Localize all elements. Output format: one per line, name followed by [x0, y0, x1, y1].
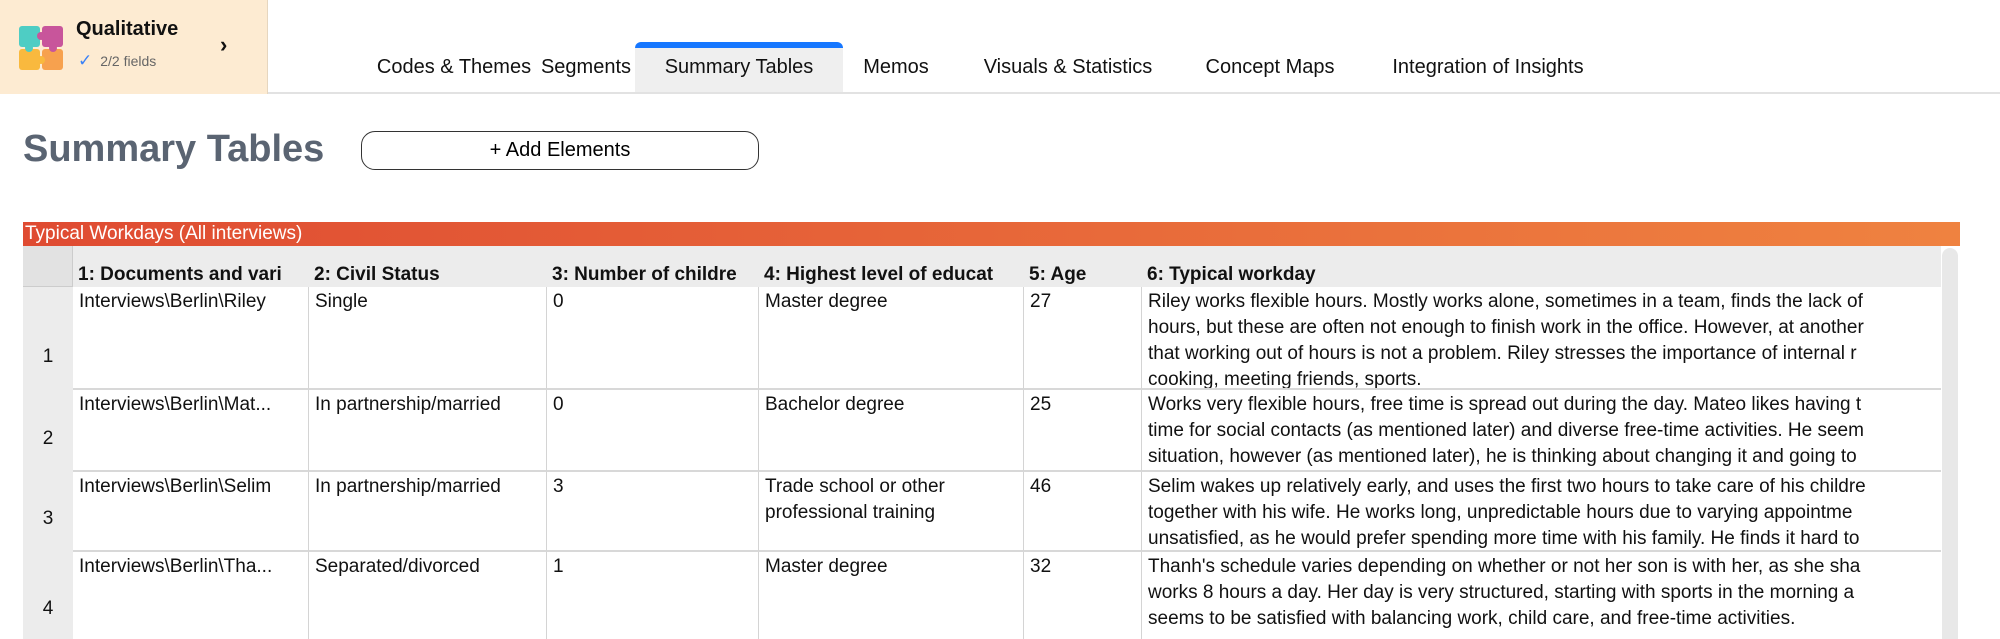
project-panel[interactable]: Qualitative ✓ 2/2 fields › [0, 0, 268, 94]
cell-text-line: Works very flexible hours, free time is … [1148, 394, 1862, 415]
table-cell[interactable]: Interviews\Berlin\Selim [73, 472, 309, 552]
header-age[interactable]: 5: Age [1029, 264, 1087, 285]
tab-summary-tables[interactable]: Summary Tables [635, 42, 843, 92]
cell-text-line: Master degree [765, 556, 888, 577]
header-documents[interactable]: 1: Documents and vari [78, 264, 282, 285]
row-number[interactable]: 3 [42, 508, 54, 529]
row-number[interactable]: 4 [42, 598, 54, 619]
header-education[interactable]: 4: Highest level of educat [764, 264, 994, 285]
table-cell[interactable]: Trade school or other professional traini… [759, 472, 1024, 552]
table-cell[interactable]: Single [309, 287, 547, 390]
cell-text-line: seems to be satisfied with balancing wor… [1148, 608, 1796, 629]
row-number[interactable]: 2 [42, 428, 54, 449]
cell-text-line: hours, but these are often not enough to… [1148, 317, 1864, 338]
header-civil-status[interactable]: 2: Civil Status [314, 264, 440, 285]
cell-text-line: Bachelor degree [765, 394, 905, 415]
row-number[interactable]: 1 [42, 346, 54, 367]
table-title: Typical Workdays (All interviews) [23, 222, 1960, 246]
cell-text-line: 46 [1030, 476, 1052, 497]
table-cell[interactable]: In partnership/married [309, 390, 547, 472]
table-cell[interactable]: Master degree [759, 287, 1024, 390]
cell-text-line: time for social contacts (as mentioned l… [1148, 420, 1864, 441]
cell-text-line: Master degree [765, 291, 888, 312]
cell-text-line: In partnership/married [315, 476, 501, 497]
table-cell[interactable]: Riley works flexible hours. Mostly works… [1142, 287, 1941, 390]
cell-text-line: 0 [553, 291, 564, 312]
cell-text-line: cooking, meeting friends, sports. [1148, 369, 1422, 390]
cell-text-line: In partnership/married [315, 394, 501, 415]
tab-segments[interactable]: Segments [540, 56, 632, 78]
table-cell[interactable]: Interviews\Berlin\Mat... [73, 390, 309, 472]
project-title: Qualitative [76, 18, 179, 40]
cell-text-line: Riley works flexible hours. Mostly works… [1148, 291, 1863, 312]
table-cell[interactable]: Bachelor degree [759, 390, 1024, 472]
cell-text-line: Selim wakes up relatively early, and use… [1148, 476, 1866, 497]
table-cell[interactable]: 3 [547, 472, 759, 552]
cell-text-line: Interviews\Berlin\Riley [79, 291, 266, 312]
tab-concept-maps[interactable]: Concept Maps [1205, 56, 1335, 78]
table-cell[interactable]: Works very flexible hours, free time is … [1142, 390, 1941, 472]
cell-text-line: professional training [765, 502, 936, 523]
puzzle-logo-icon [19, 26, 63, 70]
table-cell[interactable]: 46 [1024, 472, 1142, 552]
cell-text-line: 0 [553, 394, 564, 415]
tab-memos[interactable]: Memos [863, 56, 929, 78]
cell-text-line: Interviews\Berlin\Selim [79, 476, 272, 497]
vertical-scrollbar[interactable] [1942, 248, 1958, 639]
cell-text-line: 1 [553, 556, 564, 577]
cell-text-line: 27 [1030, 291, 1052, 312]
header-typical-workday[interactable]: 6: Typical workday [1147, 264, 1316, 285]
cell-text-line: together with his wife. He works long, u… [1148, 502, 1853, 523]
chevron-right-icon[interactable]: › [220, 32, 228, 57]
table-cell[interactable]: Thanh's schedule varies depending on whe… [1142, 552, 1941, 639]
table-cell[interactable]: Separated/divorced [309, 552, 547, 639]
table-cell[interactable]: Interviews\Berlin\Tha... [73, 552, 309, 639]
cell-text-line: Interviews\Berlin\Tha... [79, 556, 273, 577]
cell-text-line: works 8 hours a day. Her day is very str… [1148, 582, 1855, 603]
cell-text-line: Single [315, 291, 368, 312]
cell-text-line: 32 [1030, 556, 1052, 577]
cell-text-line: unsatisfied, as he would prefer spending… [1148, 528, 1860, 549]
cell-text-line: situation, however (as mentioned later),… [1148, 446, 1857, 467]
add-elements-button[interactable]: + Add Elements [361, 131, 759, 170]
summary-table: 1: Documents and vari 2: Civil Status 3: N… [23, 246, 1941, 639]
tab-visuals-statistics[interactable]: Visuals & Statistics [983, 56, 1153, 78]
table-cell[interactable]: Selim wakes up relatively early, and use… [1142, 472, 1941, 552]
cell-text-line: Separated/divorced [315, 556, 480, 577]
table-cell[interactable]: 32 [1024, 552, 1142, 639]
page-title: Summary Tables [23, 128, 325, 170]
tab-integration-of-insights[interactable]: Integration of Insights [1392, 56, 1584, 78]
header-children[interactable]: 3: Number of childre [552, 264, 737, 285]
table-cell[interactable]: 25 [1024, 390, 1142, 472]
table-cell[interactable]: In partnership/married [309, 472, 547, 552]
tab-bar: Codes & Themes Segments Summary Tables Memo… [268, 0, 2000, 94]
table-cell[interactable]: 0 [547, 390, 759, 472]
cell-text-line: Interviews\Berlin\Mat... [79, 394, 272, 415]
checkmark-icon: ✓ [78, 51, 93, 70]
cell-text-line: 3 [553, 476, 564, 497]
table-cell[interactable]: 0 [547, 287, 759, 390]
select-all-corner[interactable] [23, 246, 73, 287]
table-cell[interactable]: Master degree [759, 552, 1024, 639]
table-cell[interactable]: Interviews\Berlin\Riley [73, 287, 309, 390]
fields-count: 2/2 fields [100, 53, 157, 69]
table-cell[interactable]: 1 [547, 552, 759, 639]
cell-text-line: Thanh's schedule varies depending on whe… [1148, 556, 1861, 577]
project-fields-status: ✓ 2/2 fields [78, 51, 156, 71]
cell-text-line: that working out of hours is not a probl… [1148, 343, 1857, 364]
cell-text-line: 25 [1030, 394, 1052, 415]
table-cell[interactable]: 27 [1024, 287, 1142, 390]
cell-text-line: Trade school or other [765, 476, 945, 497]
tab-codes-themes[interactable]: Codes & Themes [376, 56, 532, 78]
